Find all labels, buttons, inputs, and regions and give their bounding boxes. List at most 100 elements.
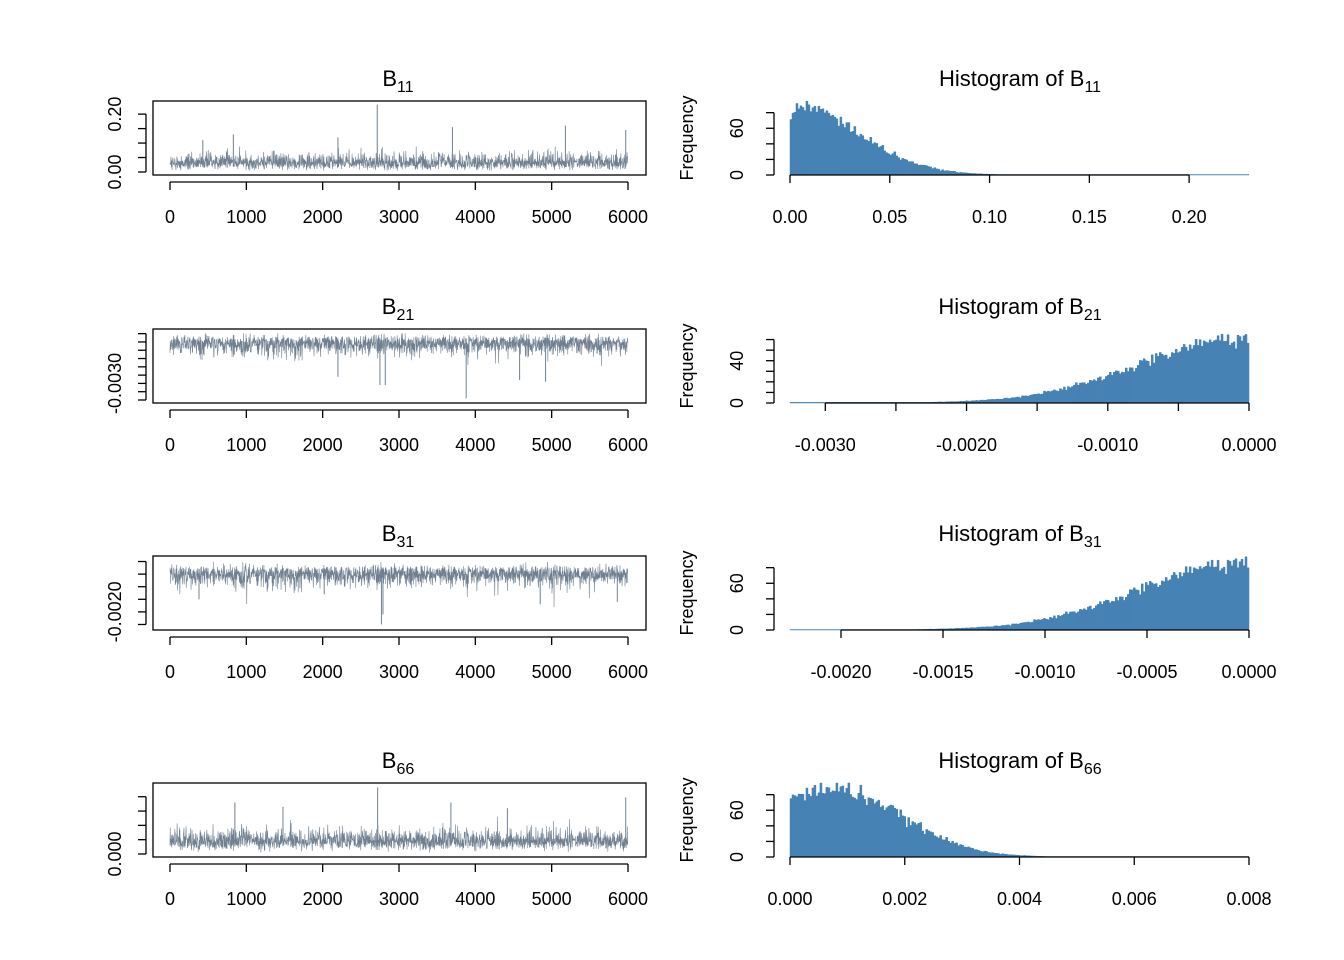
x-tick-label: -0.0020 bbox=[810, 662, 871, 682]
title-subscript: 66 bbox=[396, 761, 414, 778]
y-tick-label: 0 bbox=[727, 170, 747, 180]
x-tick-label: 0.000 bbox=[767, 889, 812, 909]
y-axis-label: Frequency bbox=[677, 777, 697, 862]
title-base: B bbox=[382, 294, 397, 319]
x-tick-label: 3000 bbox=[379, 889, 419, 909]
title-base: Histogram of B bbox=[938, 294, 1084, 319]
histogram-bars bbox=[789, 556, 1250, 631]
x-tick-label: 0.20 bbox=[1172, 207, 1207, 227]
trace-line bbox=[169, 146, 629, 171]
x-tick-label: 2000 bbox=[303, 889, 343, 909]
y-tick-label: 60 bbox=[727, 800, 747, 820]
x-tick-label: 3000 bbox=[379, 207, 419, 227]
x-tick-label: 0 bbox=[165, 889, 175, 909]
y-tick-label: -0.0020 bbox=[105, 581, 125, 642]
y-tick-label: 0 bbox=[727, 398, 747, 408]
title-subscript: 21 bbox=[396, 307, 414, 324]
x-tick-label: 0 bbox=[165, 207, 175, 227]
panel-title-0: B11 bbox=[382, 66, 413, 96]
x-tick-label: 0.15 bbox=[1072, 207, 1107, 227]
x-tick-label: 5000 bbox=[532, 207, 572, 227]
trace-line bbox=[169, 333, 629, 367]
trace-plot-0: 0 1000 2000 3000 4000 5000 6000 0.00 0.20 bbox=[105, 97, 648, 227]
x-tick-label: 2000 bbox=[303, 435, 343, 455]
x-tick-label: 0.10 bbox=[972, 207, 1007, 227]
y-tick-label: 0 bbox=[727, 625, 747, 635]
x-tick-label: 4000 bbox=[455, 889, 495, 909]
plot-frame bbox=[152, 555, 647, 631]
x-tick-label: 2000 bbox=[303, 207, 343, 227]
panel-title-7: Histogram of B66 bbox=[938, 748, 1101, 778]
title-subscript: 31 bbox=[396, 534, 414, 551]
x-tick-label: 0.002 bbox=[882, 889, 927, 909]
panel-title-3: Histogram of B21 bbox=[938, 294, 1101, 324]
x-tick-label: 4000 bbox=[455, 207, 495, 227]
plot-frame bbox=[152, 782, 647, 858]
x-tick-label: 1000 bbox=[226, 889, 266, 909]
trace-plot-6: 0 1000 2000 3000 4000 5000 6000 0.000 bbox=[105, 782, 648, 909]
y-tick-label: 0.000 bbox=[105, 831, 125, 876]
panel-title-1: Histogram of B11 bbox=[939, 66, 1101, 96]
x-tick-label: 4000 bbox=[455, 662, 495, 682]
panel-title-2: B21 bbox=[382, 294, 415, 324]
x-tick-label: 0.008 bbox=[1226, 889, 1271, 909]
title-base: B bbox=[382, 66, 397, 91]
plot-frame bbox=[152, 328, 647, 404]
x-tick-label: 5000 bbox=[532, 889, 572, 909]
y-tick-label: 60 bbox=[727, 573, 747, 593]
plot-frame bbox=[152, 100, 647, 176]
x-tick-label: -0.0015 bbox=[912, 662, 973, 682]
title-subscript: 11 bbox=[1084, 79, 1101, 96]
histogram-bars bbox=[789, 782, 1250, 858]
x-tick-label: -0.0010 bbox=[1014, 662, 1075, 682]
title-subscript: 31 bbox=[1084, 534, 1102, 551]
y-axis-label: Frequency bbox=[677, 95, 697, 180]
histogram-plot-1: 0.00 0.05 0.10 0.15 0.20 0 60 Frequency bbox=[677, 95, 1250, 227]
title-base: Histogram of B bbox=[939, 66, 1085, 91]
x-tick-label: 6000 bbox=[608, 662, 648, 682]
title-subscript: 21 bbox=[1084, 307, 1102, 324]
x-tick-label: 1000 bbox=[226, 662, 266, 682]
y-axis-label: Frequency bbox=[677, 550, 697, 635]
x-tick-label: 0.05 bbox=[872, 207, 907, 227]
x-tick-label: 4000 bbox=[455, 435, 495, 455]
y-tick-label: -0.0030 bbox=[105, 353, 125, 414]
x-tick-label: 5000 bbox=[532, 435, 572, 455]
trace-line bbox=[169, 561, 629, 608]
x-tick-label: 0.006 bbox=[1112, 889, 1157, 909]
x-tick-label: 2000 bbox=[303, 662, 343, 682]
trace-plot-4: 0 1000 2000 3000 4000 5000 6000 -0.0020 bbox=[105, 555, 648, 682]
x-tick-label: 0.00 bbox=[772, 207, 807, 227]
y-tick-label: 0.00 bbox=[105, 154, 125, 189]
x-tick-label: -0.0030 bbox=[795, 435, 856, 455]
title-subscript: 66 bbox=[1084, 761, 1102, 778]
x-tick-label: 0.004 bbox=[997, 889, 1042, 909]
title-subscript: 11 bbox=[397, 79, 414, 96]
panel-title-4: B31 bbox=[382, 521, 415, 551]
histogram-bars bbox=[789, 100, 1250, 176]
title-base: B bbox=[382, 521, 397, 546]
x-tick-label: 0 bbox=[165, 662, 175, 682]
histogram-plot-7: 0.000 0.002 0.004 0.006 0.008 0 60 Frequency bbox=[677, 777, 1272, 909]
trace-plot-2: 0 1000 2000 3000 4000 5000 6000 -0.0030 bbox=[105, 328, 648, 455]
y-tick-label: 0 bbox=[727, 852, 747, 862]
title-base: Histogram of B bbox=[938, 521, 1084, 546]
panel-title-5: Histogram of B31 bbox=[938, 521, 1101, 551]
x-tick-label: 0 bbox=[165, 435, 175, 455]
x-tick-label: 5000 bbox=[532, 662, 572, 682]
x-tick-label: 6000 bbox=[608, 207, 648, 227]
x-tick-label: 3000 bbox=[379, 435, 419, 455]
y-tick-label: 0.20 bbox=[105, 97, 125, 132]
x-tick-label: 3000 bbox=[379, 662, 419, 682]
x-tick-label: 0.0000 bbox=[1221, 435, 1276, 455]
y-tick-label: 40 bbox=[727, 351, 747, 371]
panel-title-6: B66 bbox=[382, 748, 415, 778]
x-tick-label: -0.0005 bbox=[1116, 662, 1177, 682]
histogram-bars bbox=[789, 334, 1250, 404]
x-tick-label: 1000 bbox=[226, 207, 266, 227]
x-tick-label: 0.0000 bbox=[1221, 662, 1276, 682]
x-tick-label: 6000 bbox=[608, 889, 648, 909]
title-base: Histogram of B bbox=[938, 748, 1084, 773]
x-tick-label: 1000 bbox=[226, 435, 266, 455]
